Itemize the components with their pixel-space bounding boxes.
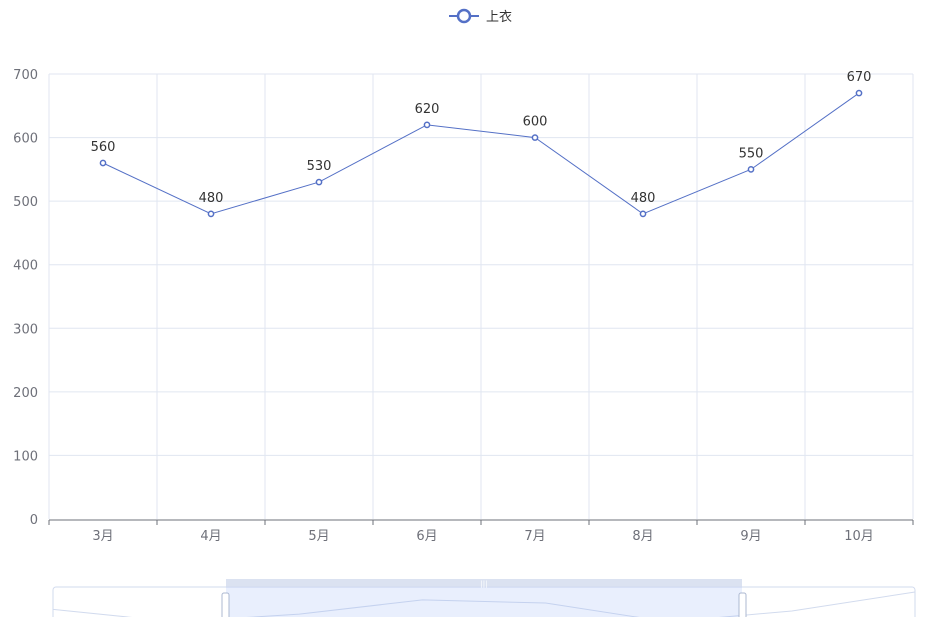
data-point[interactable] (855, 89, 863, 97)
x-tick-label: 10月 (844, 529, 874, 544)
y-tick-label: 0 (30, 513, 38, 528)
series-layer: 560 480 530 620 600 480 550 670 (91, 70, 872, 218)
data-label: 560 (91, 140, 116, 155)
y-tick-label: 400 (13, 259, 38, 274)
axes: 0 100 200 300 400 500 600 700 3月 4月 5月 6月 7月 8月 9月 10月 (13, 68, 914, 544)
zoom-preview-line (52, 591, 916, 617)
data-label: 530 (307, 159, 332, 174)
y-tick-label: 500 (13, 195, 38, 210)
data-label: 670 (847, 70, 872, 85)
data-point[interactable] (423, 121, 431, 129)
y-tick-label: 100 (13, 449, 38, 464)
y-tick-label: 200 (13, 386, 38, 401)
data-point[interactable] (747, 166, 755, 173)
x-tick-label: 9月 (740, 529, 761, 544)
y-tick-label: 300 (13, 322, 38, 337)
series-line (102, 92, 860, 215)
y-tick-label: 600 (13, 132, 38, 147)
data-label: 550 (739, 146, 764, 161)
data-point[interactable] (207, 210, 215, 218)
zoom-grip-icon: ||| (480, 580, 487, 588)
zoom-move-handle[interactable] (226, 579, 742, 587)
data-label: 620 (415, 102, 440, 117)
zoom-right-handle[interactable] (738, 592, 747, 617)
x-tick-label: 4月 (200, 529, 221, 544)
data-point[interactable] (531, 134, 539, 141)
x-tick-label: 5月 (308, 529, 329, 544)
x-tick-label: 7月 (524, 529, 545, 544)
x-tick-label: 6月 (416, 529, 437, 544)
data-point[interactable] (315, 178, 323, 186)
data-point[interactable] (639, 210, 647, 218)
plot-grid (48, 73, 914, 519)
legend-label: 上衣 (486, 9, 512, 25)
data-label: 480 (631, 191, 656, 206)
legend[interactable]: 上衣 (449, 8, 512, 25)
x-tick-label: 8月 (632, 529, 653, 544)
y-tick-label: 700 (13, 68, 38, 83)
legend-marker-icon (456, 8, 472, 24)
data-label: 600 (523, 115, 548, 130)
data-point[interactable] (99, 159, 107, 167)
data-zoom-slider[interactable]: ||| (52, 579, 916, 617)
x-tick-label: 3月 (92, 529, 113, 544)
data-label: 480 (199, 191, 224, 206)
zoom-selection[interactable] (226, 587, 742, 617)
zoom-left-handle[interactable] (221, 592, 230, 617)
